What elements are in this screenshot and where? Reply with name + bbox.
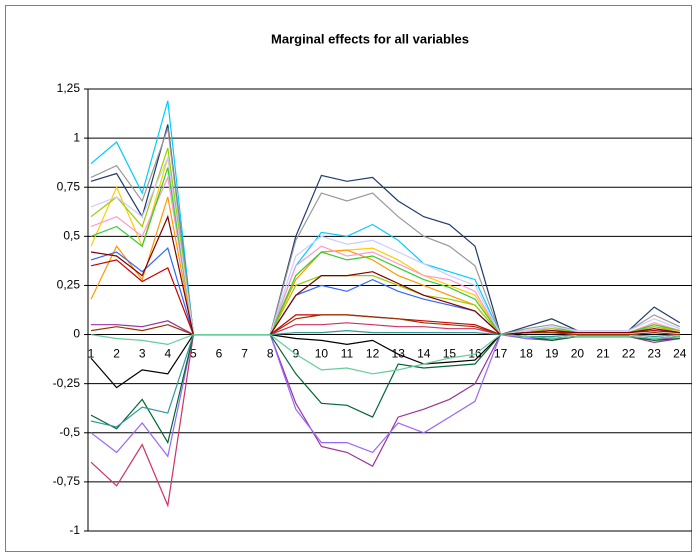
x-tick-label: 2	[113, 347, 120, 361]
x-tick-label: 5	[190, 347, 197, 361]
y-tick-label: -1	[69, 523, 80, 537]
series-line	[90, 214, 680, 336]
y-tick-label: 1	[73, 130, 80, 144]
series-line	[90, 333, 680, 375]
x-tick-label: 1	[88, 347, 95, 361]
x-tick-label: 6	[216, 347, 223, 361]
y-tick-label: 0,5	[63, 229, 80, 243]
x-tick-label: 4	[164, 347, 171, 361]
x-tick-label: 24	[673, 347, 687, 361]
x-tick-label: 7	[241, 347, 248, 361]
chart-frame	[5, 5, 692, 552]
y-tick-label: -0,5	[59, 425, 80, 439]
x-tick-label: 20	[571, 347, 585, 361]
y-tick-label: -0,25	[53, 376, 81, 390]
series-line	[90, 314, 680, 336]
x-tick-label: 18	[520, 347, 534, 361]
x-tick-label: 8	[267, 347, 274, 361]
x-tick-label: 19	[545, 347, 559, 361]
x-tick-label: 3	[139, 347, 146, 361]
y-tick-label: 0	[73, 327, 80, 341]
x-tick-label: 21	[596, 347, 610, 361]
x-tick-label: 22	[622, 347, 636, 361]
x-tick-label: 14	[417, 347, 431, 361]
chart-title: Marginal effects for all variables	[271, 31, 469, 46]
y-tick-label: 0,75	[57, 179, 81, 193]
x-tick-label: 11	[341, 347, 354, 361]
x-tick-label: 23	[648, 347, 662, 361]
y-tick-label: 1,25	[57, 81, 81, 95]
y-tick-label: -0,75	[53, 474, 81, 488]
x-tick-label: 10	[315, 347, 329, 361]
x-tick-label: 17	[494, 347, 508, 361]
series-line	[90, 155, 681, 336]
x-tick-label: 12	[366, 347, 380, 361]
y-tick-label: 0,25	[57, 278, 81, 292]
